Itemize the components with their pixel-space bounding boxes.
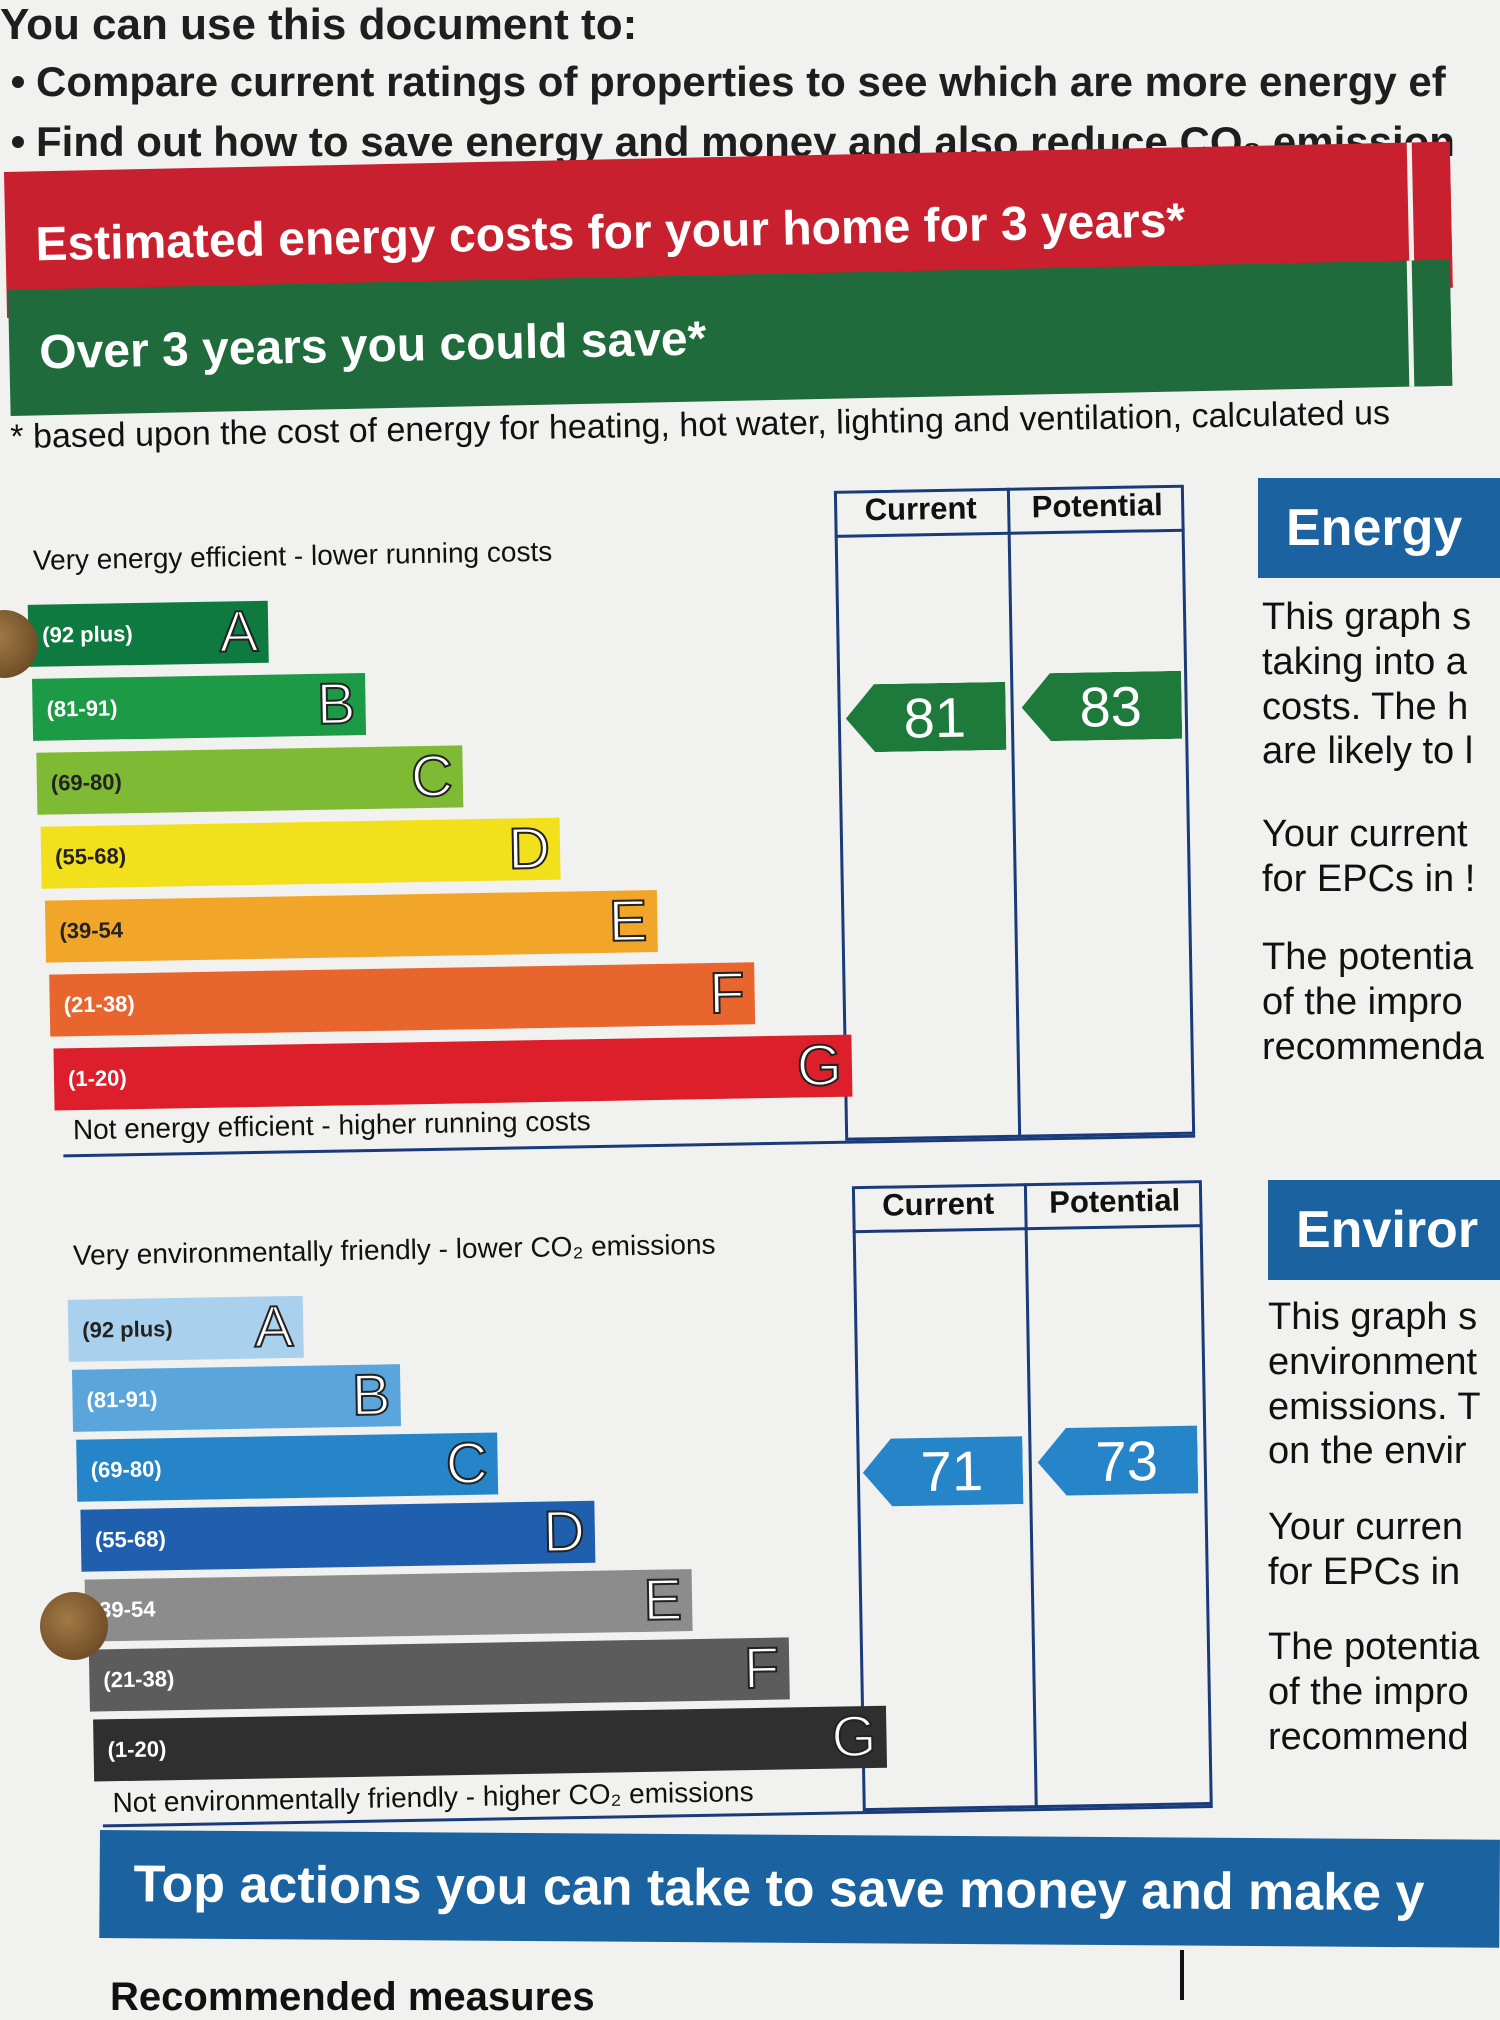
band-c: (69-80) C [36,743,464,815]
band-range: (55-68) [54,843,127,870]
band-letter: D [507,815,552,883]
environmental-impact-graph: Current Potential Very environmentally f… [62,1180,1223,1828]
band-letter: F [708,959,747,1027]
energy-current-rating: 81 [845,682,1006,753]
band-letter: A [218,598,260,666]
energy-bottom-caption: Not energy efficient - higher running co… [72,1105,591,1146]
env-col-potential: Potential [1048,1182,1181,1220]
energy-current-value: 81 [903,685,967,750]
band-letter: E [642,1566,684,1634]
band-letter: E [607,887,649,955]
env-top-caption: Very environmentally friendly - lower CO… [72,1228,716,1271]
band-range: (92 plus) [82,1316,173,1343]
energy-col-current: Current [864,490,977,528]
env-potential-value: 73 [1095,1428,1159,1493]
band-b: (81-91) B [71,1361,401,1432]
energy-top-caption: Very energy efficient - lower running co… [32,535,553,576]
env-bottom-caption: Not environmentally friendly - higher CO… [112,1776,754,1819]
env-col-current: Current [881,1185,995,1223]
energy-panel-para-2: Your current for EPCs in ! [1262,813,1476,900]
band-range: (1-20) [107,1736,167,1763]
band-range: (1-20) [67,1065,127,1092]
top-actions-banner: Top actions you can take to save money a… [99,1830,1500,1948]
band-letter: C [444,1430,489,1498]
estimated-costs-label: Estimated energy costs for your home for… [34,193,1186,271]
env-current-value: 71 [920,1439,984,1504]
band-range: (92 plus) [42,621,133,648]
band-letter: G [795,1032,843,1100]
band-range: (69-80) [50,769,122,796]
band-letter: B [315,670,357,738]
band-g: (1-20) G [93,1703,888,1782]
band-letter: G [830,1703,878,1771]
band-c: (69-80) C [76,1430,499,1502]
band-range: (39-54 [59,917,124,944]
band-d: (55-68) D [40,815,561,889]
band-letter: C [409,743,454,811]
band-a: (92 plus) A [67,1293,304,1362]
env-panel-title: Enviror [1268,1180,1500,1280]
band-letter: F [742,1635,781,1703]
could-save-label: Over 3 years you could save* [38,311,707,379]
band-range: (69-80) [90,1456,162,1483]
band-range: (55-68) [94,1526,167,1553]
energy-panel-title: Energy [1258,478,1500,578]
band-range: (81-91) [46,695,118,722]
energy-efficiency-graph: Current Potential Very energy efficient … [22,484,1213,1158]
env-panel-para-1: This graph s environment emissions. T on… [1268,1296,1481,1473]
energy-potential-value: 83 [1078,673,1143,739]
env-current-rating: 71 [862,1436,1023,1507]
band-a: (92 plus) A [27,598,269,667]
energy-panel-para-3: The potentia of the impro recommenda [1262,936,1484,1068]
env-potential-rating: 73 [1037,1426,1198,1497]
intro-bullet-compare: Compare current ratings of properties to… [0,58,1446,106]
band-e: (39-54 E [44,887,658,963]
band-f: (21-38) F [49,959,756,1037]
save-band-side-cell [1406,259,1453,387]
env-panel-para-3: The potentia of the impro recommend [1268,1626,1480,1758]
band-e: 39-54 E [84,1566,693,1642]
intro-heading: You can use this document to: [0,0,638,49]
energy-panel-para-1: This graph s taking into a costs. The h … [1262,596,1474,773]
env-panel-para-2: Your curren for EPCs in [1268,1506,1464,1593]
band-d: (55-68) D [80,1498,596,1572]
band-letter: D [541,1498,586,1566]
band-range: (21-38) [63,991,135,1018]
band-f: (21-38) F [88,1635,790,1712]
recommended-measures-heading: Recommended measures [110,1975,595,2019]
band-g: (1-20) G [53,1032,853,1111]
band-range: (81-91) [86,1386,158,1413]
table-divider [1180,1950,1184,2000]
punch-hole [40,1592,108,1660]
band-letter: B [350,1361,392,1429]
band-range: (21-38) [103,1666,175,1693]
band-b: (81-91) B [32,670,367,741]
band-letter: A [253,1293,295,1361]
energy-potential-rating: 83 [1021,671,1182,742]
energy-col-potential: Potential [1031,487,1163,525]
